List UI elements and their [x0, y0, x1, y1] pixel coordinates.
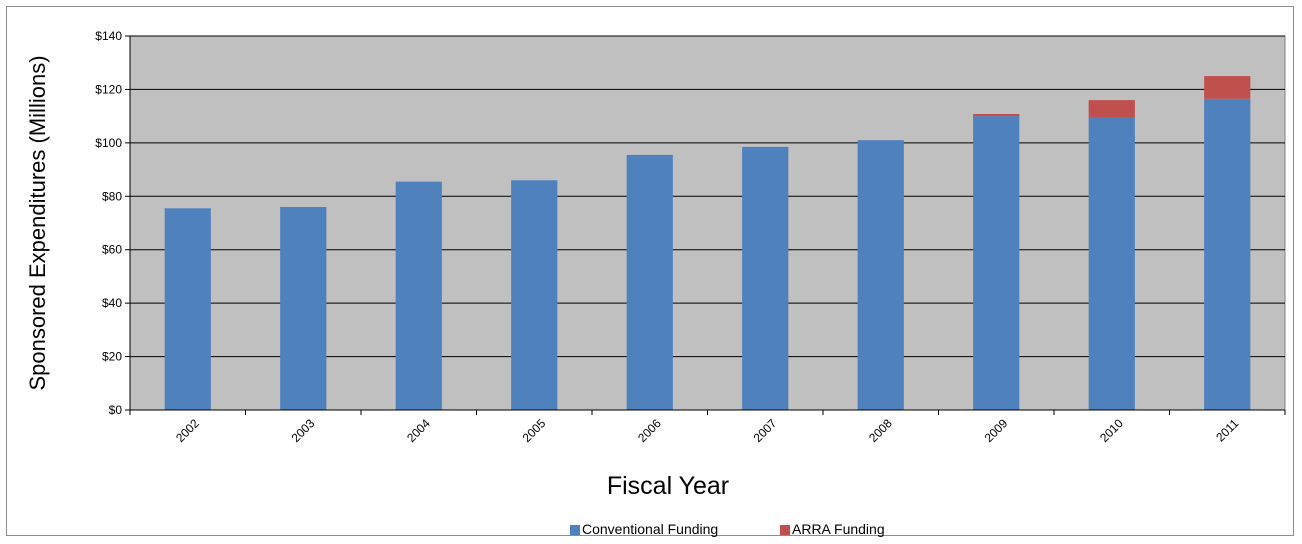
y-tick-label: $40 [102, 296, 122, 310]
legend-swatch [780, 525, 790, 535]
bar-conventional-2008 [857, 140, 904, 410]
bar-conventional-2004 [395, 181, 442, 410]
x-tick-label: 2010 [1097, 416, 1126, 445]
y-tick-label: $100 [95, 136, 122, 150]
legend-label: Conventional Funding [582, 521, 718, 537]
x-tick-label: 2009 [982, 416, 1011, 445]
y-tick-label: $80 [102, 189, 122, 203]
x-tick-label: 2002 [173, 416, 202, 445]
y-tick-label: $20 [102, 350, 122, 364]
x-tick-label: 2004 [404, 416, 433, 445]
y-axis-title: Sponsored Expenditures (Millions) [25, 55, 50, 390]
legend-swatch [570, 525, 580, 535]
legend-label: ARRA Funding [792, 521, 885, 537]
bar-conventional-2002 [164, 208, 211, 410]
y-tick-label: $0 [109, 403, 123, 417]
x-tick-label: 2003 [289, 416, 318, 445]
x-axis-title: Fiscal Year [607, 472, 729, 500]
axes [125, 35, 1286, 415]
bar-arra-2009 [973, 114, 1020, 117]
bar-conventional-2006 [626, 154, 673, 410]
bar-conventional-2007 [742, 146, 789, 410]
y-tick-labels: $0 $20 $40 $60 $80 $100 $120 $140 [95, 29, 122, 417]
x-tick-label: 2005 [520, 416, 549, 445]
y-tick-label: $120 [95, 82, 122, 96]
bar-arra-2010 [1088, 100, 1135, 118]
x-tick-label: 2008 [866, 416, 895, 445]
bar-conventional-2009 [973, 116, 1020, 411]
bar-conventional-2011 [1204, 98, 1251, 411]
x-tick-labels: 2002 2003 2004 2005 2006 2007 2008 2009 2010 2011 [173, 416, 1242, 445]
bar-conventional-2010 [1088, 117, 1135, 410]
y-tick-label: $60 [102, 243, 122, 257]
bars [164, 76, 1251, 411]
bar-conventional-2003 [280, 206, 327, 410]
bar-arra-2011 [1204, 76, 1251, 99]
bar-conventional-2005 [511, 180, 558, 410]
x-tick-label: 2007 [751, 416, 780, 445]
legend: Conventional Funding ARRA Funding [570, 521, 885, 537]
y-tick-label: $140 [95, 29, 122, 43]
x-tick-label: 2011 [1213, 416, 1241, 444]
x-tick-label: 2006 [635, 416, 664, 445]
